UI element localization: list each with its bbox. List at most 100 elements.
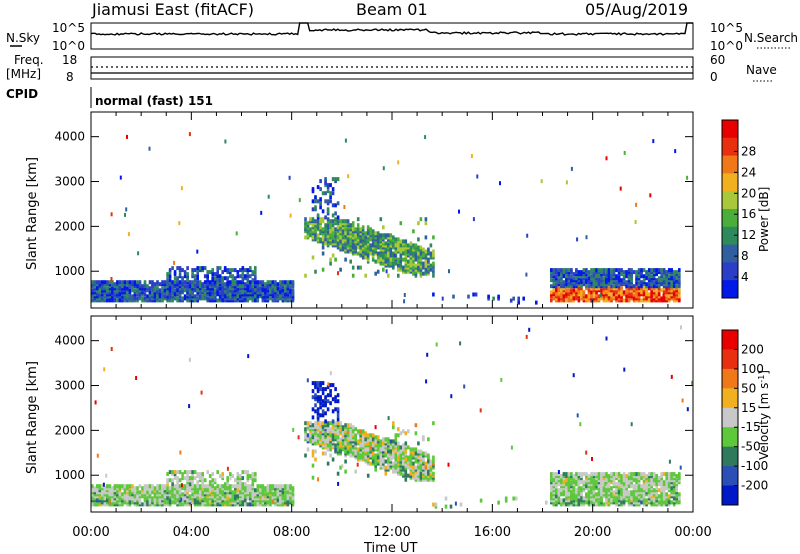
data-cell: [602, 478, 606, 483]
data-cell: [336, 177, 340, 182]
data-cell: [647, 292, 651, 297]
data-cell: [346, 235, 350, 240]
data-cell: [173, 500, 177, 505]
data-cell: [216, 470, 219, 475]
data-cell: [131, 484, 134, 489]
data-cell: [121, 492, 124, 497]
freq-panel: Freq. [MHz] 18 8 60 0 Nave: [6, 53, 777, 84]
data-cell: [131, 286, 134, 291]
data-cell: [158, 292, 162, 297]
data-cell: [615, 500, 618, 505]
data-cell: [567, 472, 571, 477]
data-cell: [625, 286, 628, 291]
data-cell: [351, 225, 355, 230]
data-cell: [652, 498, 656, 503]
data-cell: [91, 496, 94, 501]
data-cell: [213, 280, 217, 285]
y-tick-label: 2000: [54, 219, 85, 233]
data-cell: [121, 286, 124, 291]
data-cell: [675, 296, 678, 301]
data-cell: [585, 492, 588, 497]
data-cell: [562, 280, 566, 285]
data-cell: [660, 296, 663, 301]
data-cell: [161, 490, 164, 495]
data-cell: [297, 435, 300, 440]
data-cell: [642, 274, 646, 279]
data-cell: [276, 286, 280, 291]
data-cell: [326, 189, 330, 194]
data-cell: [570, 288, 573, 293]
data-cell: [229, 494, 232, 499]
data-cell: [567, 500, 571, 505]
data-cell: [331, 457, 335, 462]
data-cell: [284, 286, 287, 291]
data-cell: [585, 286, 588, 291]
data-cell: [555, 286, 558, 291]
data-cell: [344, 459, 347, 464]
data-cell: [176, 266, 179, 271]
data-cell: [326, 207, 330, 212]
data-cell: [627, 490, 631, 495]
colorbar-segment: [722, 349, 738, 370]
data-cell: [336, 471, 340, 476]
data-cell: [331, 383, 335, 388]
data-cell: [331, 429, 335, 434]
data-cell: [103, 286, 107, 291]
data-cell: [319, 413, 322, 418]
data-cell: [311, 475, 315, 480]
data-cell: [630, 292, 633, 297]
data-cell: [610, 486, 613, 491]
data-cell: [572, 478, 576, 483]
data-cell: [572, 474, 576, 479]
power-ylabel: Slant Range [km]: [25, 157, 40, 270]
data-cell: [101, 280, 104, 285]
data-cell: [116, 490, 119, 495]
data-cell: [241, 482, 245, 487]
data-cell: [178, 221, 181, 226]
data-cell: [304, 221, 307, 226]
data-cell: [359, 235, 362, 240]
data-cell: [632, 270, 636, 275]
data-cell: [424, 217, 428, 222]
data-cell: [321, 451, 325, 456]
data-cell: [600, 296, 603, 301]
data-cell: [206, 470, 209, 475]
data-cell: [256, 488, 260, 493]
data-cell: [128, 288, 132, 293]
data-cell: [329, 421, 332, 426]
data-cell: [635, 296, 638, 301]
data-cell: [432, 235, 435, 240]
data-cell: [615, 472, 618, 477]
freq-tick-bottom: 8: [66, 70, 74, 84]
data-cell: [176, 490, 179, 495]
data-cell: [374, 271, 377, 276]
data-cell: [203, 292, 207, 297]
data-cell: [188, 296, 192, 301]
data-cell: [672, 490, 676, 495]
data-cell: [397, 467, 400, 472]
data-cell: [131, 500, 134, 505]
data-cell: [226, 490, 229, 495]
data-cell: [141, 502, 144, 507]
data-cell: [246, 286, 250, 291]
data-cell: [151, 484, 154, 489]
data-cell: [96, 484, 99, 489]
data-cell: [597, 500, 601, 505]
data-cell: [148, 490, 152, 495]
data-cell: [354, 469, 357, 474]
data-cell: [665, 498, 668, 503]
data-cell: [422, 261, 425, 266]
data-cell: [652, 478, 656, 483]
data-cell: [602, 502, 606, 507]
data-cell: [319, 205, 322, 210]
data-cell: [592, 472, 596, 477]
data-cell: [424, 253, 428, 258]
data-cell: [216, 298, 219, 303]
data-cell: [223, 282, 227, 287]
data-cell: [399, 449, 403, 454]
data-cell: [259, 286, 262, 291]
data-cell: [409, 471, 413, 476]
data-cell: [585, 472, 588, 477]
data-cell: [231, 474, 235, 479]
data-cell: [337, 481, 340, 486]
